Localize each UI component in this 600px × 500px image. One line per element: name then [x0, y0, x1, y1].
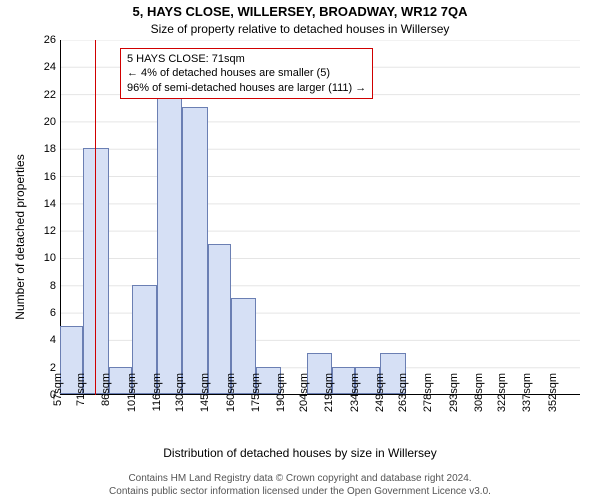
- x-tick-label: 219sqm: [323, 373, 335, 423]
- x-tick-label: 322sqm: [496, 373, 508, 423]
- x-tick-label: 308sqm: [473, 373, 485, 423]
- x-tick-label: 160sqm: [225, 373, 237, 423]
- x-tick-label: 337sqm: [521, 373, 533, 423]
- annotation-box: 5 HAYS CLOSE: 71sqm← 4% of detached hous…: [120, 48, 373, 99]
- x-tick-label: 293sqm: [448, 373, 460, 423]
- y-tick-label: 20: [26, 116, 56, 128]
- x-tick-label: 204sqm: [298, 373, 310, 423]
- annotation-line: 96% of semi-detached houses are larger (…: [127, 81, 366, 95]
- histogram-bar: [182, 107, 207, 394]
- chart-container: 5, HAYS CLOSE, WILLERSEY, BROADWAY, WR12…: [0, 0, 600, 500]
- y-tick-label: 2: [26, 362, 56, 374]
- x-axis-label: Distribution of detached houses by size …: [0, 446, 600, 460]
- y-tick-label: 18: [26, 143, 56, 155]
- x-tick-label: 145sqm: [199, 373, 211, 423]
- y-tick-label: 22: [26, 89, 56, 101]
- x-tick-label: 101sqm: [126, 373, 138, 423]
- y-tick-label: 10: [26, 252, 56, 264]
- annotation-line: ← 4% of detached houses are smaller (5): [127, 66, 366, 80]
- x-tick-label: 249sqm: [374, 373, 386, 423]
- footer-line2: Contains public sector information licen…: [0, 486, 600, 499]
- histogram-bar: [208, 244, 231, 394]
- y-tick-label: 24: [26, 61, 56, 73]
- y-tick-label: 6: [26, 307, 56, 319]
- x-tick-label: 190sqm: [275, 373, 287, 423]
- y-tick-label: 14: [26, 198, 56, 210]
- x-tick-label: 278sqm: [422, 373, 434, 423]
- plot-area: 0246810121416182022242657sqm71sqm86sqm10…: [60, 40, 580, 395]
- y-tick-label: 26: [26, 34, 56, 46]
- x-tick-label: 86sqm: [100, 373, 112, 423]
- x-tick-label: 175sqm: [250, 373, 262, 423]
- footer-attribution: Contains HM Land Registry data © Crown c…: [0, 473, 600, 498]
- x-tick-label: 57sqm: [52, 373, 64, 423]
- x-tick-label: 130sqm: [174, 373, 186, 423]
- y-tick-label: 8: [26, 280, 56, 292]
- footer-line1: Contains HM Land Registry data © Crown c…: [0, 473, 600, 486]
- chart-title-line2: Size of property relative to detached ho…: [0, 22, 600, 36]
- x-tick-label: 263sqm: [397, 373, 409, 423]
- x-tick-label: 71sqm: [75, 373, 87, 423]
- y-tick-label: 12: [26, 225, 56, 237]
- x-tick-label: 234sqm: [349, 373, 361, 423]
- x-tick-label: 352sqm: [547, 373, 559, 423]
- chart-title-line1: 5, HAYS CLOSE, WILLERSEY, BROADWAY, WR12…: [0, 4, 600, 19]
- reference-line: [95, 40, 96, 395]
- annotation-line: 5 HAYS CLOSE: 71sqm: [127, 52, 366, 66]
- histogram-bar: [157, 94, 182, 394]
- y-tick-label: 4: [26, 334, 56, 346]
- y-tick-label: 16: [26, 171, 56, 183]
- x-tick-label: 116sqm: [151, 373, 163, 423]
- y-axis-label: Number of detached properties: [13, 87, 27, 387]
